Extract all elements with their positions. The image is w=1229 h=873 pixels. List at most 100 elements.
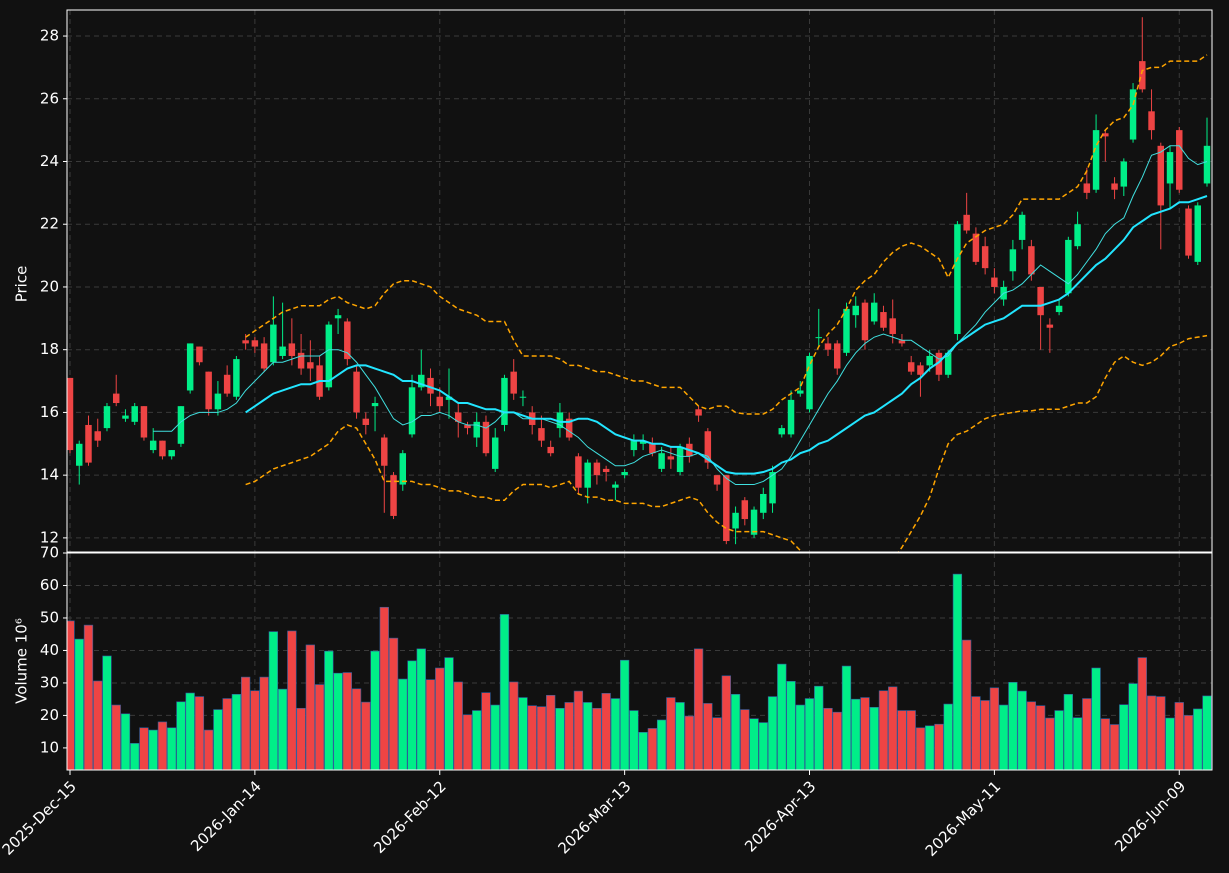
volume-bar — [1165, 717, 1175, 770]
volume-bar — [176, 701, 186, 770]
volume-bar — [564, 702, 574, 770]
y-tick-label: 14 — [40, 466, 59, 484]
candle-body — [1111, 183, 1118, 190]
candle-body — [741, 500, 749, 520]
candle-body — [288, 343, 296, 356]
volume-tick-label: 70 — [40, 544, 59, 562]
candle-body — [926, 355, 933, 366]
candle-body — [981, 246, 989, 269]
volume-bar — [1146, 695, 1157, 770]
candle-body — [750, 509, 758, 535]
candle-body — [954, 224, 961, 335]
candle-body — [547, 446, 554, 454]
candle-body — [1018, 214, 1026, 240]
candle-body — [612, 484, 619, 488]
volume-bar — [1026, 701, 1037, 770]
y-tick-label: 20 — [40, 277, 59, 295]
volume-bar — [361, 701, 371, 770]
volume-bar — [1045, 717, 1055, 770]
candle-body — [963, 214, 970, 231]
moving-average — [153, 145, 1208, 486]
volume-bar — [1119, 704, 1129, 770]
volume-bar — [583, 702, 593, 770]
volume-bar — [693, 648, 704, 770]
candle-body — [270, 324, 277, 363]
volume-bar — [647, 728, 658, 770]
candle-body — [436, 396, 443, 407]
volume-bar — [703, 703, 713, 770]
bollinger-band — [245, 334, 1208, 552]
candle-body — [159, 440, 166, 457]
candle-body — [223, 374, 231, 394]
volume-bar — [573, 690, 584, 770]
volume-bar — [730, 694, 741, 770]
volume-bar — [758, 722, 768, 770]
candle-body — [538, 428, 545, 441]
volume-bar — [786, 681, 796, 770]
candle-body — [1055, 305, 1063, 313]
candle-body — [260, 343, 268, 369]
volume-bar — [250, 690, 260, 770]
candle-body — [880, 312, 887, 328]
volume-bar — [435, 667, 445, 770]
volume-bar — [536, 706, 547, 770]
volume-bar — [814, 685, 824, 770]
candle-body — [695, 409, 702, 416]
candle-body — [519, 396, 527, 398]
volume-bar — [656, 719, 667, 770]
volume-bar — [980, 700, 990, 770]
candle-body — [907, 362, 915, 372]
candle-body — [1046, 324, 1054, 328]
volume-bar — [351, 688, 362, 770]
candle-body — [676, 446, 684, 473]
candle-body — [778, 428, 786, 435]
candle-body — [1009, 249, 1017, 272]
volume-bar — [832, 711, 842, 770]
volume-axis-label: Volume 10⁶ — [13, 618, 31, 704]
candle-body — [870, 302, 878, 322]
volume-bar — [1008, 681, 1018, 770]
candle-body — [251, 340, 259, 347]
candle-body — [177, 406, 185, 444]
candle-body — [584, 462, 591, 488]
candle-body — [334, 315, 342, 319]
candle-body — [362, 418, 370, 425]
volume-bar — [1128, 683, 1138, 770]
volume-bar — [305, 644, 315, 770]
y-tick-label: 16 — [40, 403, 59, 421]
volume-bar — [213, 709, 223, 770]
candle-body — [205, 371, 212, 410]
candle-body — [473, 421, 480, 438]
candle-body — [427, 377, 434, 394]
candle-body — [390, 475, 397, 516]
candle-body — [852, 305, 859, 316]
y-tick-label: 12 — [40, 528, 59, 546]
candle-body — [103, 406, 111, 429]
candle-body — [944, 352, 952, 375]
volume-bar — [398, 678, 408, 770]
volume-bar — [167, 727, 177, 770]
candle-body — [482, 421, 490, 454]
candle-body — [824, 343, 832, 350]
volume-tick-label: 40 — [40, 641, 59, 659]
candle-body — [464, 424, 471, 429]
volume-bar — [1082, 698, 1092, 770]
volume-tick-label: 10 — [40, 738, 59, 756]
volume-bar — [1109, 724, 1120, 770]
volume-bar — [1072, 717, 1083, 770]
candle-body — [353, 371, 360, 413]
candle-body — [418, 374, 425, 388]
volume-bar — [962, 639, 972, 770]
candle-body — [1176, 130, 1183, 190]
volume-bar — [407, 660, 417, 770]
volume-bar — [943, 703, 953, 770]
volume-bar — [527, 705, 537, 770]
volume-tick-label: 60 — [40, 576, 59, 594]
y-tick-label: 24 — [40, 152, 59, 170]
volume-bar — [915, 727, 926, 770]
volume-bar — [333, 672, 343, 770]
volume-bar — [268, 631, 279, 770]
candle-body — [704, 431, 712, 463]
candle-body — [399, 453, 407, 485]
candle-body — [325, 324, 333, 388]
